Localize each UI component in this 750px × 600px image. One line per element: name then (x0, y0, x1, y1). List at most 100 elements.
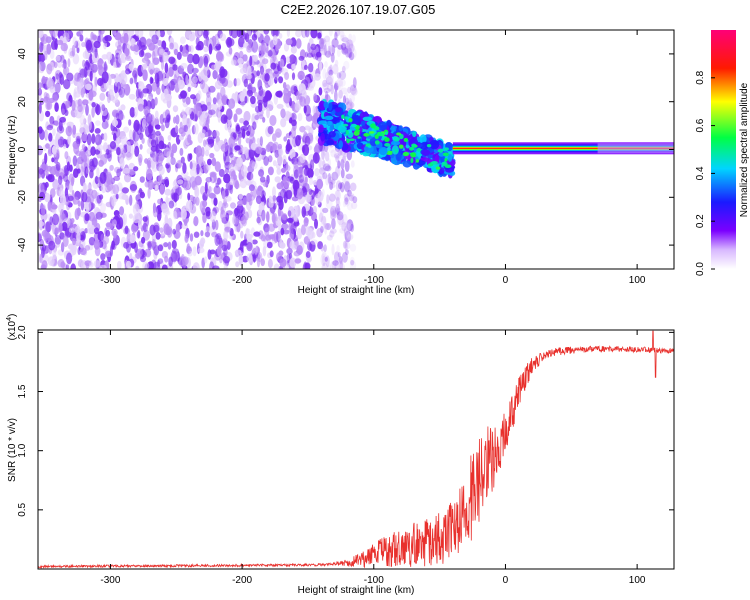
noise-blob (82, 59, 86, 68)
noise-blob (59, 116, 66, 123)
noise-blob (291, 196, 299, 202)
noise-blob (349, 260, 357, 269)
noise-blob (264, 73, 270, 82)
colorbar: 0.0 0.2 0.4 0.6 0.8 Normalized spectral ampl… (695, 30, 750, 276)
noise-blob (287, 210, 292, 217)
noise-blob (342, 34, 347, 43)
noise-blob (180, 156, 185, 164)
band-blob (323, 101, 329, 109)
noise-blob (322, 82, 329, 91)
noise-blob (113, 230, 117, 239)
noise-blob (133, 119, 140, 132)
noise-blob (254, 91, 258, 97)
noise-blob (43, 230, 49, 242)
noise-blob (94, 127, 101, 134)
noise-blob (53, 61, 58, 69)
noise-blob (128, 119, 132, 126)
noise-blob (141, 236, 146, 244)
noise-blob (267, 166, 274, 176)
noise-blob (74, 40, 79, 49)
noise-blob (134, 44, 140, 53)
noise-blob (160, 124, 165, 132)
noise-blob (103, 61, 107, 73)
band-core (374, 140, 380, 145)
noise-blob (155, 143, 160, 154)
noise-blob (157, 198, 162, 205)
noise-blob (336, 72, 342, 79)
noise-blob (345, 101, 353, 112)
noise-blob (322, 172, 328, 180)
noise-blob (321, 149, 325, 161)
band-core (348, 138, 355, 141)
noise-blob (322, 216, 327, 228)
noise-blob (52, 30, 58, 38)
noise-blob (220, 206, 224, 215)
noise-blob (262, 246, 267, 257)
noise-blob (116, 147, 121, 156)
noise-blob (94, 175, 99, 185)
noise-blob (319, 61, 323, 72)
noise-blob (173, 116, 177, 124)
noise-blob (256, 256, 261, 268)
figure-title: C2E2.2026.107.19.07.G05 (281, 2, 436, 17)
band-core (357, 136, 361, 139)
noise-blob (286, 217, 294, 223)
band-core (368, 131, 375, 134)
noise-blob (91, 106, 95, 118)
noise-blob (163, 88, 169, 98)
noise-blob (125, 68, 131, 75)
noise-blob (54, 227, 59, 235)
noise-blob (79, 34, 84, 42)
noise-blob (150, 139, 157, 148)
noise-blob (243, 120, 250, 126)
noise-blob (112, 219, 117, 227)
noise-blob (154, 124, 161, 130)
noise-blob (199, 129, 207, 139)
noise-blob (303, 64, 308, 70)
noise-blob (318, 212, 324, 223)
noise-blob (250, 86, 257, 94)
noise-blob (349, 182, 357, 192)
noise-blob (48, 240, 56, 251)
noise-blob (172, 228, 177, 235)
noise-blob (97, 144, 104, 151)
noise-blob (285, 84, 290, 91)
noise-blob (162, 78, 169, 86)
noise-blob (318, 87, 323, 96)
noise-blob (117, 110, 124, 121)
noise-blob (328, 69, 334, 76)
noise-blob (303, 167, 310, 176)
noise-blob (123, 126, 129, 133)
noise-blob (346, 219, 354, 232)
noise-blob (77, 104, 83, 113)
noise-blob (51, 146, 57, 155)
noise-blob (187, 86, 191, 92)
noise-blob (139, 255, 147, 263)
noise-blob (204, 231, 211, 238)
band-core (410, 152, 417, 158)
noise-blob (304, 51, 309, 58)
noise-blob (347, 47, 353, 59)
noise-blob (179, 121, 183, 130)
noise-blob (309, 159, 315, 171)
noise-blob (281, 223, 289, 230)
noise-blob (63, 173, 69, 182)
noise-blob (253, 54, 258, 62)
noise-blob (72, 36, 77, 47)
noise-blob (228, 136, 236, 148)
noise-blob (340, 168, 345, 179)
noise-blob (330, 207, 335, 215)
noise-blob (157, 258, 164, 264)
noise-blob (337, 214, 344, 226)
noise-blob (347, 189, 352, 197)
noise-blob (206, 101, 212, 111)
noise-blob (351, 48, 357, 59)
noise-blob (46, 101, 53, 110)
noise-blob (139, 91, 144, 99)
noise-blob (158, 165, 165, 176)
noise-blob (351, 87, 358, 96)
noise-blob (61, 63, 67, 69)
noise-blob (241, 128, 246, 139)
noise-blob (238, 36, 245, 48)
noise-blob (97, 77, 104, 87)
